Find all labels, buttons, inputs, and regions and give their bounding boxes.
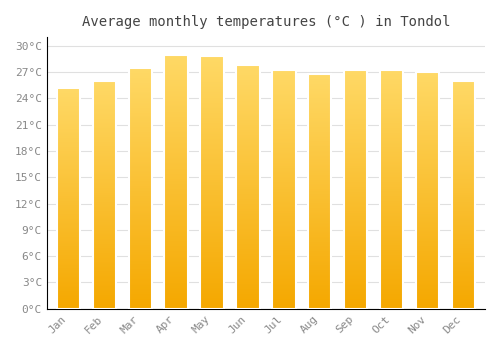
Bar [416, 72, 439, 309]
Bar [308, 74, 332, 309]
Bar [452, 81, 475, 309]
Bar [56, 88, 80, 309]
Bar [200, 56, 224, 309]
Bar [272, 70, 295, 309]
Bar [380, 70, 404, 309]
Bar [128, 68, 152, 309]
Title: Average monthly temperatures (°C ) in Tondol: Average monthly temperatures (°C ) in To… [82, 15, 450, 29]
Bar [92, 81, 116, 309]
Bar [164, 55, 188, 309]
Bar [344, 70, 368, 309]
Bar [236, 65, 260, 309]
